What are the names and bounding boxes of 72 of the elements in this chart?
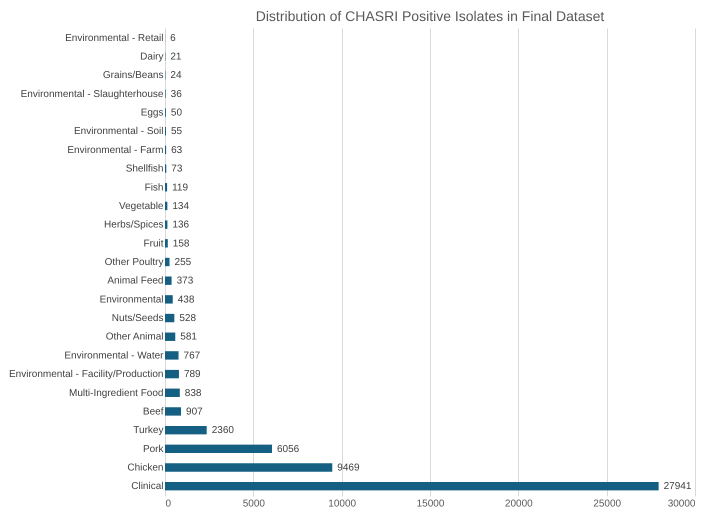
data-label: 21 [170, 51, 182, 62]
y-tick-label: Dairy [140, 51, 164, 62]
data-label: 438 [178, 294, 195, 306]
bar [165, 276, 172, 285]
y-tick-label: Clinical [131, 481, 164, 492]
bar [165, 482, 659, 490]
x-tick-label: 0 [166, 498, 172, 510]
y-tick-label: Environmental - Slaughterhouse [20, 88, 164, 100]
y-tick-label: Grains/Beans [102, 70, 164, 82]
x-tick-label: 25000 [593, 498, 622, 510]
y-tick-label: Environmental - Water [64, 350, 164, 362]
data-label: 27941 [664, 481, 692, 492]
data-label: 373 [176, 276, 194, 287]
bar [165, 351, 179, 360]
data-label: 789 [184, 369, 202, 380]
bar [165, 426, 207, 434]
chart-title: Distribution of CHASRI Positive Isolates in Final Dataset [256, 8, 604, 24]
y-tick-label: Vegetable [119, 200, 164, 212]
data-label: 158 [172, 238, 190, 250]
y-tick-label: Environmental - Retail [65, 32, 164, 44]
data-label: 36 [170, 88, 182, 100]
y-tick-label: Herbs/Spices [104, 220, 164, 231]
data-label: 581 [180, 332, 198, 343]
y-tick-label: Shellfish [126, 164, 164, 175]
data-label: 528 [179, 313, 196, 324]
y-tick-label: Environmental [100, 294, 164, 306]
bar [165, 314, 174, 322]
x-tick-label: 20000 [504, 498, 534, 510]
data-label: 63 [171, 144, 183, 156]
data-label: 55 [170, 126, 183, 138]
bar [165, 295, 173, 304]
data-label: 136 [172, 220, 190, 231]
y-tick-label: Other Poultry [104, 257, 164, 268]
y-tick-label: Beef [142, 406, 164, 418]
data-label: 767 [184, 350, 201, 362]
bar [165, 332, 176, 341]
data-label: 255 [174, 257, 192, 268]
data-label: 119 [172, 182, 188, 194]
bar [165, 258, 170, 266]
y-tick-label: Turkey [133, 425, 164, 436]
y-tick-label: Fruit [144, 238, 164, 250]
y-tick-label: Other Animal [106, 332, 164, 343]
bar [165, 370, 179, 378]
x-tick-label: 5000 [242, 498, 266, 510]
data-label: 24 [170, 70, 182, 82]
data-label: 6 [170, 32, 176, 44]
x-tick-label: 15000 [416, 498, 445, 510]
data-label: 134 [172, 200, 190, 212]
bar [165, 444, 272, 454]
data-label: 50 [170, 108, 182, 119]
bar [165, 463, 332, 472]
bar [165, 239, 168, 248]
y-tick-label: Environmental - Soil [74, 126, 164, 138]
x-tick-label: 30000 [668, 498, 696, 510]
y-tick-label: Environmental - Facility/Production [8, 369, 164, 380]
bar [165, 407, 182, 416]
x-tick-label: 10000 [328, 498, 357, 510]
data-label: 9469 [337, 462, 360, 474]
data-label: 73 [171, 164, 183, 175]
y-tick-label: Multi-Ingredient Food [69, 388, 164, 399]
y-tick-label: Pork [142, 444, 164, 455]
y-tick-label: Eggs [140, 108, 164, 119]
data-label: 838 [184, 388, 202, 399]
y-tick-label: Chicken [127, 462, 164, 474]
y-tick-label: Nuts/Seeds [112, 313, 164, 324]
y-tick-label: Animal Feed [107, 276, 164, 287]
data-label: 2360 [212, 425, 234, 436]
data-label: 6056 [276, 444, 300, 455]
data-label: 907 [186, 406, 204, 418]
y-tick-label: Fish [144, 182, 164, 194]
bar [165, 388, 180, 397]
y-tick-label: Environmental - Farm [67, 144, 164, 156]
